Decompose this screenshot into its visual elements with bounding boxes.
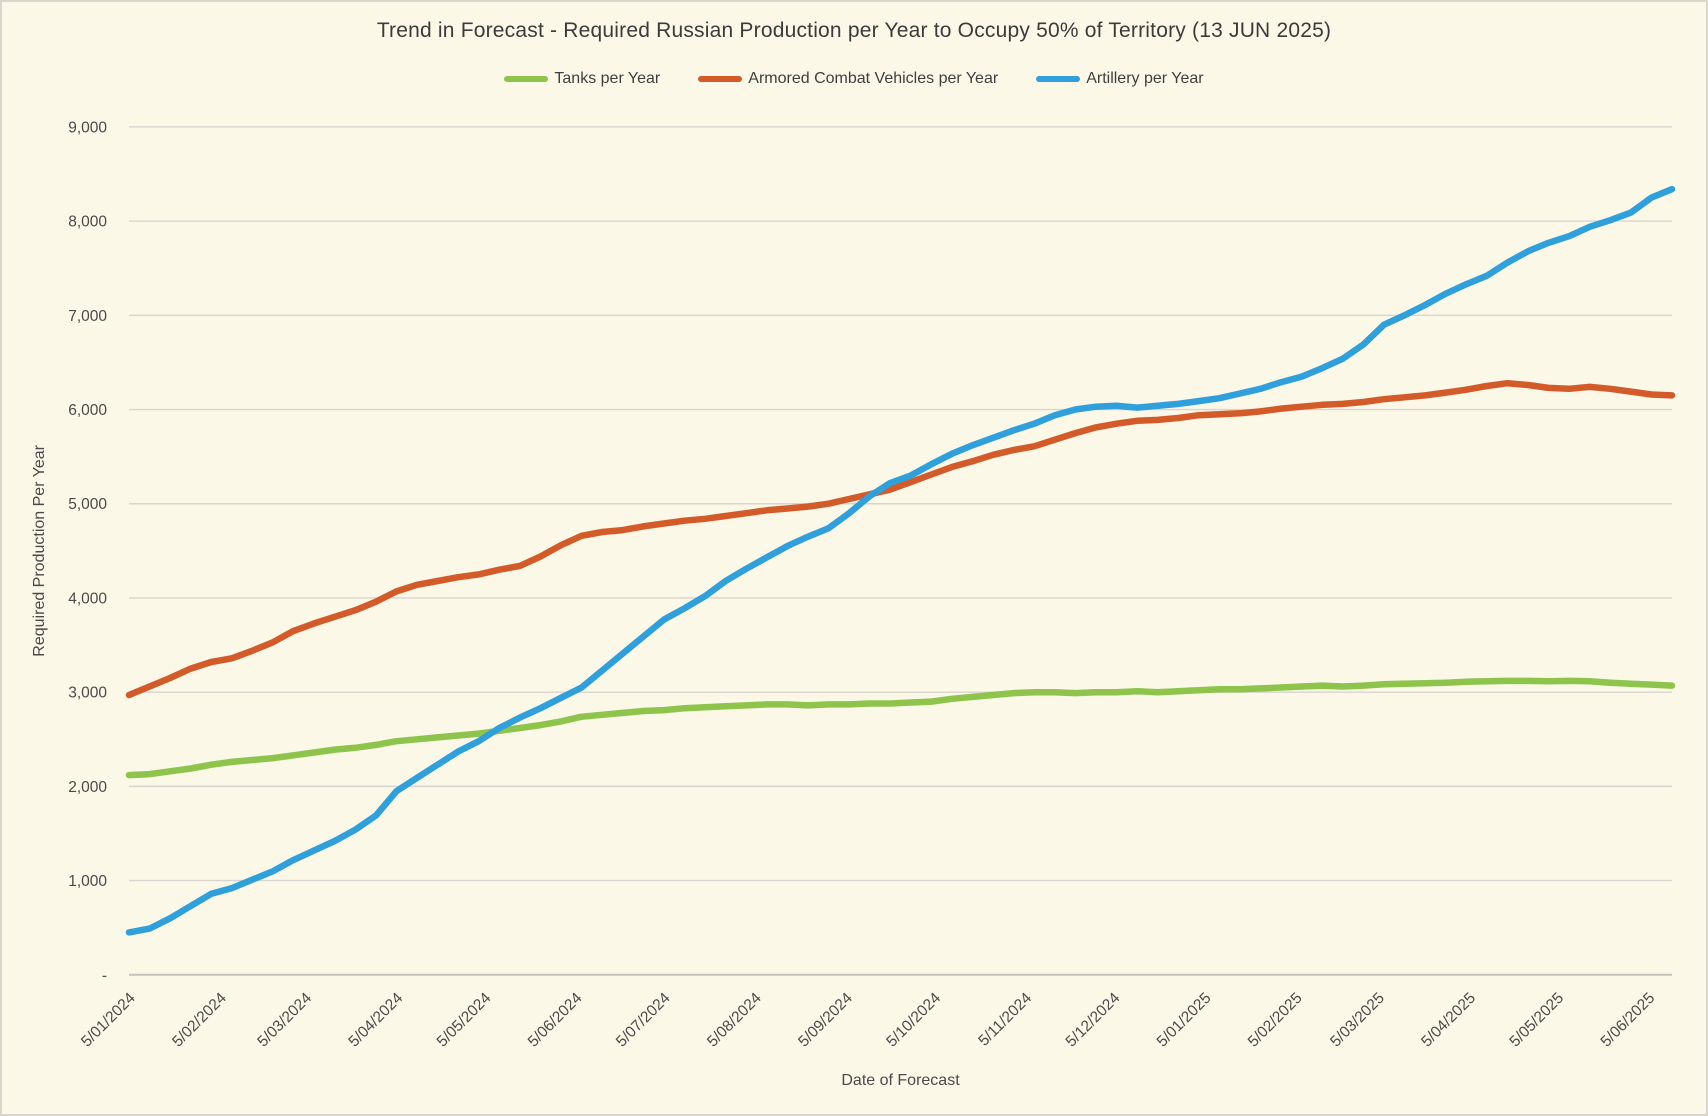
legend-swatch-artillery-icon <box>1036 76 1081 82</box>
chart-legend: Tanks per Year Armored Combat Vehicles p… <box>2 70 1706 88</box>
x-tick-label: 5/10/2024 <box>883 989 944 1050</box>
x-tick-label: 5/01/2024 <box>78 989 139 1050</box>
y-tick-label: 9,000 <box>68 119 107 136</box>
legend-item-acv: Armored Combat Vehicles per Year <box>698 70 998 88</box>
legend-label-tanks: Tanks per Year <box>554 70 661 87</box>
x-tick-label: 5/01/2025 <box>1154 990 1215 1051</box>
x-tick-label: 5/08/2024 <box>704 989 765 1050</box>
y-axis-title: Required Production Per Year <box>31 444 48 656</box>
y-tick-label: 3,000 <box>68 685 107 702</box>
x-tick-label: 5/05/2025 <box>1506 990 1567 1051</box>
x-tick-label: 5/04/2024 <box>345 989 406 1050</box>
x-tick-label: 5/03/2025 <box>1327 990 1388 1051</box>
x-tick-label: 5/05/2024 <box>434 989 495 1050</box>
y-tick-label: 2,000 <box>68 779 107 796</box>
y-tick-label: 5,000 <box>68 496 107 513</box>
y-tick-label: 6,000 <box>68 402 107 419</box>
x-tick-label: 5/02/2024 <box>169 989 230 1050</box>
x-tick-label: 5/09/2024 <box>795 989 856 1050</box>
series-line-artillery <box>125 185 1676 936</box>
y-tick-label: 1,000 <box>68 873 107 890</box>
x-tick-label: 5/02/2025 <box>1245 990 1306 1051</box>
legend-label-artillery: Artillery per Year <box>1086 70 1204 87</box>
legend-swatch-acv-icon <box>698 76 743 82</box>
x-tick-label: 5/06/2024 <box>525 989 586 1050</box>
x-tick-label: 5/12/2024 <box>1063 989 1124 1050</box>
x-tick-label: 5/06/2025 <box>1598 990 1659 1051</box>
x-axis-title: Date of Forecast <box>841 1072 960 1089</box>
series-line-tanks <box>125 677 1676 779</box>
y-tick-label: 8,000 <box>68 214 107 231</box>
y-tick-label: 7,000 <box>68 308 107 325</box>
x-tick-label: 5/04/2025 <box>1418 990 1479 1051</box>
legend-swatch-tanks-icon <box>504 76 549 82</box>
x-tick-label: 5/03/2024 <box>254 989 315 1050</box>
y-tick-label: - <box>102 967 107 984</box>
legend-label-acv: Armored Combat Vehicles per Year <box>748 70 999 87</box>
y-tick-label: 4,000 <box>68 590 107 607</box>
x-tick-label: 5/11/2024 <box>975 989 1035 1049</box>
legend-item-artillery: Artillery per Year <box>1036 70 1204 88</box>
chart-title: Trend in Forecast - Required Russian Pro… <box>376 19 1332 42</box>
legend-item-tanks: Tanks per Year <box>504 70 660 88</box>
x-tick-label: 5/07/2024 <box>613 989 674 1050</box>
series-line-acv <box>125 379 1676 699</box>
